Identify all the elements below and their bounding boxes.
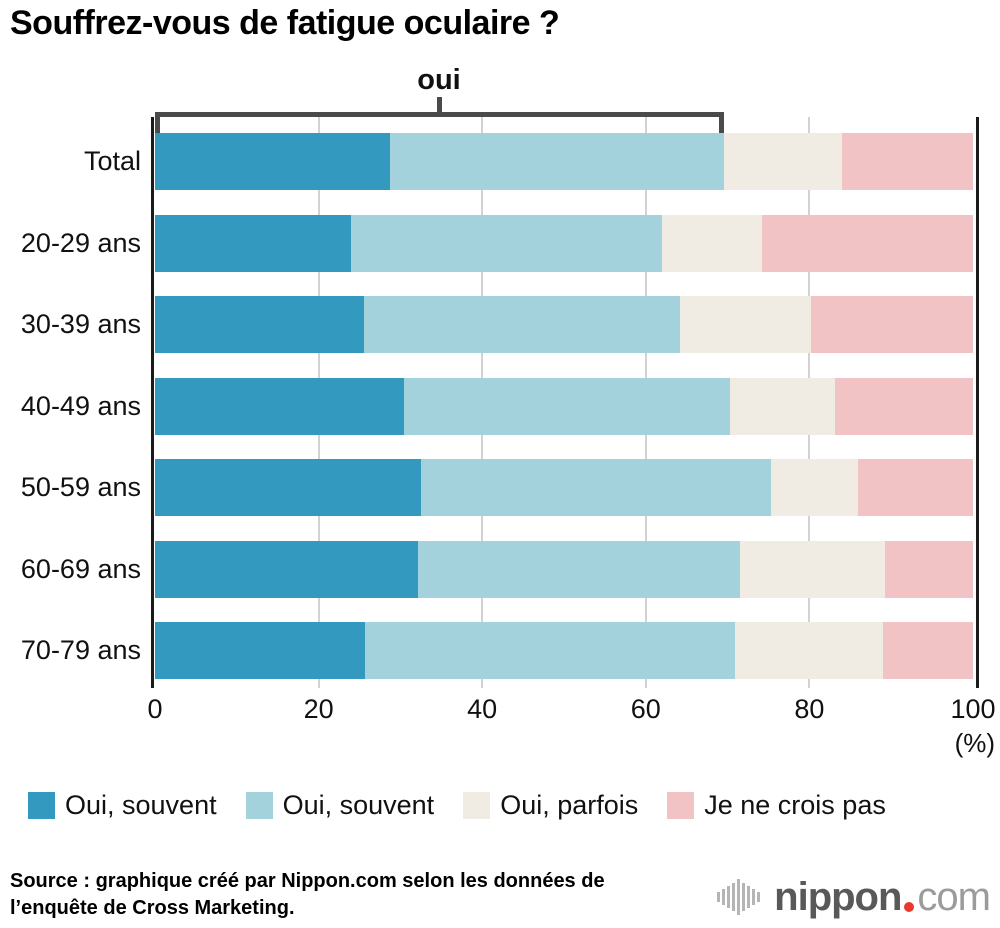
- x-axis-tick-label: 100: [950, 694, 996, 724]
- bar-segment: [811, 296, 973, 353]
- bar-row: [155, 377, 973, 435]
- x-axis-tick-label: 40: [467, 694, 498, 724]
- bar-segment: [761, 214, 973, 272]
- bar-segment: [351, 214, 663, 272]
- legend-label: Oui, parfois: [500, 790, 639, 820]
- right-axis-line: [976, 117, 979, 688]
- legend-swatch: [667, 792, 695, 819]
- bar-segment: [363, 296, 681, 353]
- y-axis-label: 30-39 ans: [20, 309, 141, 339]
- x-axis-tick-label: 80: [794, 694, 825, 724]
- bar-segment: [858, 459, 973, 516]
- bar-segment: [155, 133, 390, 190]
- bar-segment: [418, 540, 740, 598]
- bar-row: [155, 214, 973, 272]
- bar-segment: [155, 622, 366, 679]
- axis-unit-label: (%): [954, 728, 995, 758]
- plot-area: [151, 117, 979, 688]
- bracket-annotation-label: oui: [417, 64, 461, 96]
- bar-segment: [404, 377, 731, 435]
- category-axis: Total 20-29 ans 30-39 ans 40-49 ans 50-59 an…: [0, 117, 141, 688]
- bar-segment: [389, 133, 725, 190]
- bar-segment: [662, 214, 762, 272]
- y-axis-label: 50-59 ans: [20, 472, 141, 502]
- legend-swatch: [463, 792, 491, 819]
- oui-bracket: [155, 112, 725, 136]
- legend-item: Oui, souvent: [28, 790, 217, 821]
- bar-segment: [155, 377, 405, 435]
- y-axis-label: 70-79 ans: [20, 635, 141, 665]
- legend-label: Je ne crois pas: [704, 790, 886, 820]
- source-line-2: l’enquête de Cross Marketing.: [10, 897, 295, 919]
- bar-segment: [724, 133, 843, 190]
- bar-row: [155, 296, 973, 353]
- legend-swatch: [245, 792, 273, 819]
- logo-name-text: nippon: [774, 874, 902, 919]
- bar-segment: [420, 459, 771, 516]
- chart-title: Souffrez-vous de fatigue oculaire ?: [10, 4, 560, 42]
- bar-row: [155, 540, 973, 598]
- x-axis-tick-label: 0: [147, 694, 163, 724]
- y-axis-line: [151, 117, 154, 688]
- source-line-1: Source : graphique créé par Nippon.com s…: [10, 870, 605, 892]
- legend-item: Oui, souvent: [245, 790, 435, 821]
- legend-label: Oui, souvent: [282, 790, 435, 820]
- bar-row: [155, 133, 973, 190]
- bar-segment: [155, 296, 364, 353]
- bar-segment: [842, 133, 973, 190]
- bar-segment: [155, 214, 352, 272]
- bar-segment: [885, 540, 973, 598]
- legend-label: Oui, souvent: [65, 790, 217, 820]
- bar-segment: [155, 459, 421, 516]
- value-axis: 0 20 40 60 80 100: [147, 694, 995, 728]
- bar-segment: [834, 377, 973, 435]
- bar-row: [155, 459, 973, 516]
- bar-segment: [883, 622, 973, 679]
- x-axis-tick-label: 60: [630, 694, 661, 724]
- nippon-logo: nippon com: [717, 874, 991, 920]
- bar-segment: [365, 622, 735, 679]
- x-axis-tick-label: 20: [303, 694, 334, 724]
- bar-segment: [770, 459, 859, 516]
- legend: Oui, souvent Oui, souvent Oui, parfois Je n…: [28, 790, 886, 821]
- legend-swatch: [28, 792, 55, 819]
- y-axis-label: 20-29 ans: [20, 227, 141, 258]
- bar-segment: [155, 540, 419, 598]
- bracket-center-tick: [437, 97, 442, 113]
- logo-tld-text: com: [917, 874, 991, 919]
- y-axis-label: 60-69 ans: [20, 553, 141, 584]
- bar-segment: [730, 377, 835, 435]
- source-note: Source : graphique créé par Nippon.com s…: [10, 868, 720, 922]
- bar-segment: [739, 540, 886, 598]
- legend-item: Je ne crois pas: [667, 790, 886, 821]
- y-axis-label: Total: [83, 146, 141, 176]
- bar-row: [155, 622, 973, 679]
- bar-segment: [680, 296, 812, 353]
- bar-segment: [734, 622, 883, 679]
- logo-red-dot: [904, 902, 915, 912]
- soundwave-icon: [717, 879, 761, 915]
- legend-item: Oui, parfois: [463, 790, 638, 821]
- y-axis-label: 40-49 ans: [20, 390, 141, 421]
